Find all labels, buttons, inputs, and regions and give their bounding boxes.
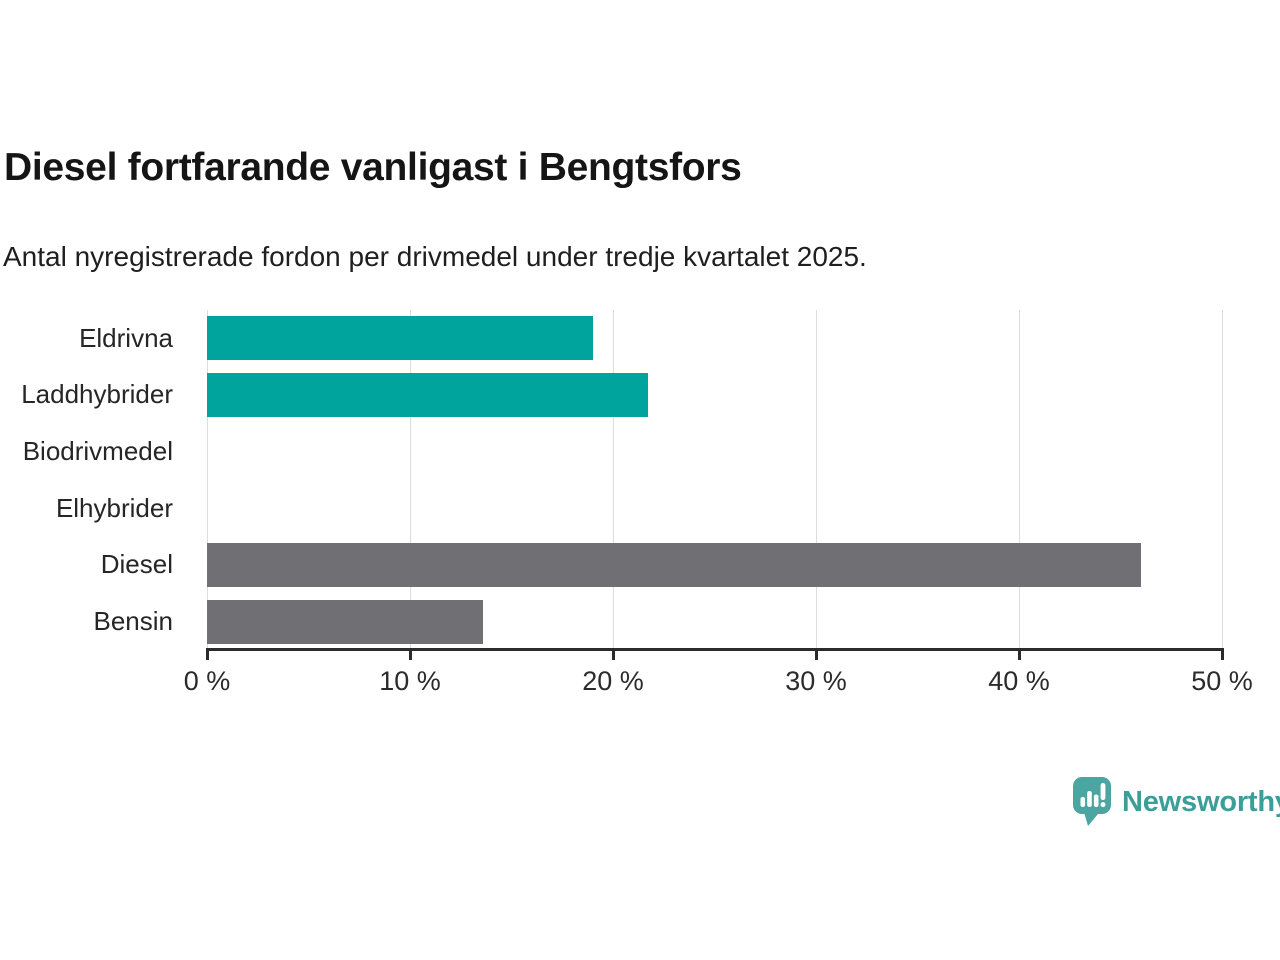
x-axis-ticks: [205, 648, 1224, 662]
category-label: Laddhybrider: [21, 379, 173, 410]
x-axis-tick: [1220, 648, 1224, 660]
category-labels: Eldrivna Laddhybrider Biodrivmedel Elhybrid…: [0, 310, 190, 650]
bar: [207, 599, 484, 644]
plot-area: [206, 310, 1223, 650]
chart-subtitle: Antal nyregistrerade fordon per drivmede…: [3, 241, 867, 272]
x-axis-tick: [205, 648, 209, 660]
x-axis-tick-label: 10 %: [379, 666, 441, 696]
x-axis-tick-label: 50 %: [1191, 666, 1253, 696]
newsworthy-logo-icon: [1073, 777, 1111, 826]
x-axis-tick: [1017, 648, 1021, 660]
bar: [207, 373, 648, 417]
category-label: Elhybrider: [55, 492, 173, 523]
category-label: Diesel: [100, 549, 173, 580]
newsworthy-logo: Newsworthy: [1072, 776, 1280, 828]
x-axis-tick-label: 20 %: [582, 666, 644, 696]
bar: [207, 316, 593, 361]
gridline: [612, 310, 614, 650]
x-axis-line: [206, 648, 1224, 651]
x-axis-tick: [611, 648, 615, 660]
gridline: [206, 310, 208, 650]
x-axis-tick-label: 30 %: [785, 666, 847, 696]
x-axis-tick-label: 0 %: [183, 666, 231, 696]
x-axis-tick-label: 40 %: [988, 666, 1050, 696]
x-axis-tick: [408, 648, 412, 660]
gridline: [1221, 310, 1223, 650]
gridline: [409, 310, 411, 650]
gridline: [1018, 310, 1020, 650]
bar: [207, 543, 1141, 587]
category-label: Bensin: [93, 606, 174, 637]
newsworthy-logo-text: Newsworthy: [1122, 785, 1280, 818]
chart-title: Diesel fortfarande vanligast i Bengtsfor…: [4, 146, 742, 189]
category-label: Eldrivna: [79, 322, 173, 353]
category-label: Biodrivmedel: [22, 436, 173, 467]
x-axis-tick: [814, 648, 818, 660]
gridline: [815, 310, 817, 650]
x-axis-tick-labels: 0 % 10 % 20 % 30 % 40 % 50 %: [184, 666, 1253, 700]
